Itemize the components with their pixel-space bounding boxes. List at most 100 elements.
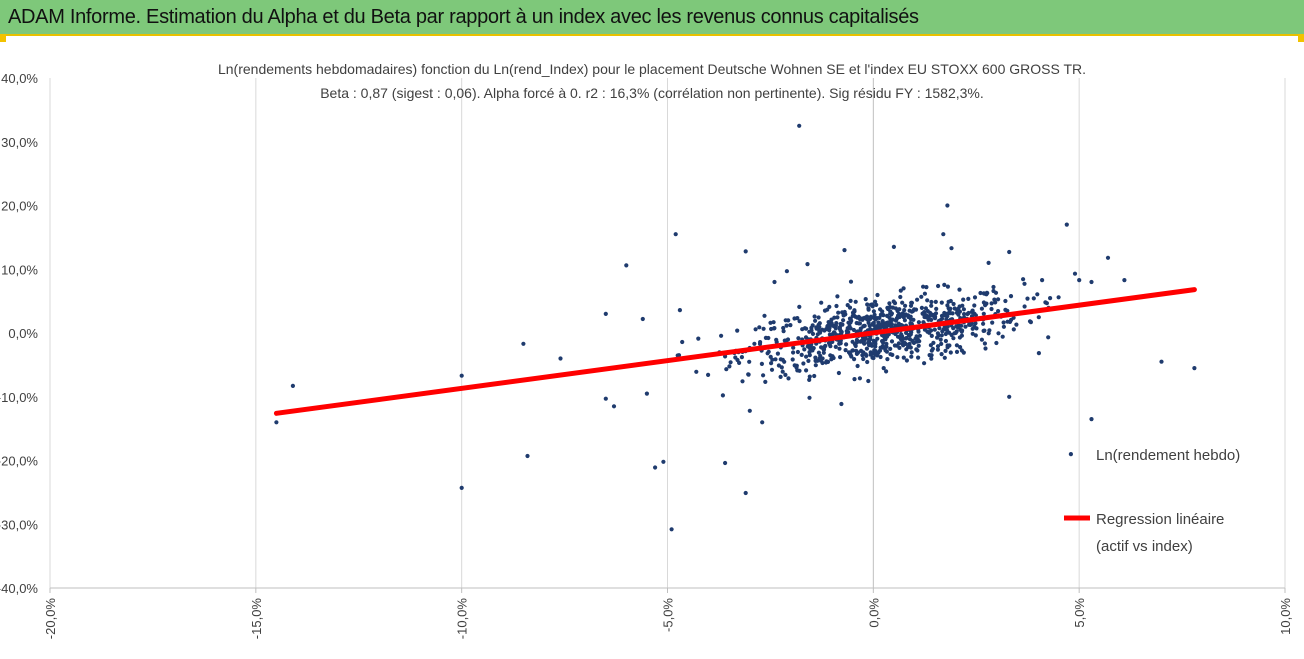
scatter-point — [873, 299, 878, 304]
scatter-point — [786, 318, 791, 323]
scatter-point — [943, 338, 949, 344]
scatter-point — [871, 309, 877, 314]
scatter-point — [603, 311, 608, 316]
x-tick-label: -20,0% — [43, 598, 58, 640]
scatter-point — [938, 337, 943, 342]
scatter-point — [822, 344, 827, 350]
scatter-point — [807, 374, 812, 379]
scatter-point — [867, 343, 872, 348]
scatter-point — [901, 355, 906, 360]
scatter-point — [973, 321, 978, 326]
scatter-point — [806, 358, 811, 363]
scatter-point — [979, 306, 985, 311]
x-tick-labels: -20,0% -15,0% -10,0% -5,0% 0,0% 5,0% 10,0% — [43, 598, 1293, 640]
scatter-point — [1000, 334, 1005, 339]
scatter-point — [816, 322, 821, 327]
scatter-point — [778, 357, 783, 362]
scatter-point — [946, 299, 951, 304]
scatter-point — [769, 367, 775, 372]
scatter-point — [982, 341, 988, 346]
scatter-point — [1022, 304, 1027, 309]
scatter-point — [847, 324, 852, 329]
scatter-point — [929, 333, 934, 338]
scatter-point — [838, 355, 843, 360]
scatter-point — [873, 317, 878, 322]
x-tick-label: 5,0% — [1072, 598, 1087, 628]
gridlines — [49, 78, 1286, 588]
scatter-point — [867, 323, 872, 328]
scatter-point — [935, 347, 941, 352]
scatter-point — [735, 328, 740, 333]
x-tick-label: 10,0% — [1278, 598, 1293, 635]
scatter-point — [1048, 296, 1053, 301]
scatter-point — [895, 355, 900, 360]
scatter-point — [828, 344, 833, 349]
scatter-point — [982, 328, 987, 333]
scatter-point — [973, 313, 979, 318]
scatter-point — [1064, 222, 1069, 227]
y-tick-label: 30,0% — [1, 135, 38, 150]
scatter-point — [878, 345, 883, 350]
scatter-point — [1068, 452, 1073, 457]
y-tick-label: 10,0% — [1, 262, 38, 277]
scatter-point — [903, 303, 908, 308]
scatter-point — [939, 352, 944, 357]
scatter-point — [865, 302, 870, 307]
scatter-point — [766, 349, 771, 354]
scatter-point — [855, 363, 860, 369]
scatter-point — [914, 347, 919, 352]
scatter-point — [951, 326, 956, 331]
scatter-point — [913, 336, 918, 341]
scatter-point — [991, 288, 996, 294]
y-tick-label: 20,0% — [1, 199, 38, 214]
scatter-point — [972, 324, 977, 329]
chart-container: 40,0% 30,0% 20,0% 10,0% 0,0% -10,0% -20,0% -30,… — [0, 36, 1304, 654]
scatter-point — [816, 315, 821, 320]
scatter-point — [757, 325, 762, 330]
scatter-point — [822, 308, 828, 313]
scatter-point — [939, 300, 944, 305]
scatter-point — [926, 317, 931, 322]
legend-label-regression-line2: (actif vs index) — [1096, 538, 1193, 555]
scatter-point — [902, 308, 907, 313]
scatter-point — [884, 341, 889, 346]
scatter-point — [680, 339, 685, 345]
scatter-point — [933, 299, 938, 304]
scatter-point — [962, 312, 967, 317]
regression-line — [273, 287, 1197, 416]
scatter-point — [769, 361, 774, 366]
scatter-point — [719, 333, 724, 338]
scatter-point — [661, 459, 666, 464]
report-banner: ADAM Informe. Estimation du Alpha et du … — [0, 0, 1304, 36]
scatter-point — [981, 321, 986, 326]
scatter-point — [728, 360, 733, 365]
scatter-point — [922, 291, 928, 296]
scatter-point — [919, 305, 925, 310]
scatter-point — [916, 355, 921, 360]
scatter-point — [758, 340, 763, 345]
scatter-point — [813, 358, 818, 363]
scatter-point — [1089, 417, 1094, 422]
scatter-point — [831, 323, 836, 328]
scatter-point — [837, 346, 842, 351]
scatter-point — [844, 329, 849, 334]
scatter-point — [878, 312, 884, 317]
scatter-point — [972, 295, 978, 300]
scatter-point — [929, 303, 934, 308]
scatter-point — [978, 290, 983, 296]
legend-label-scatter: Ln(rendement hebdo) — [1096, 447, 1240, 464]
scatter-point — [772, 326, 777, 331]
scatter-point — [890, 305, 896, 310]
scatter-point — [923, 306, 929, 311]
scatter-point — [768, 320, 773, 325]
scatter-point — [986, 331, 991, 336]
scatter-point — [739, 355, 745, 360]
x-tick-label: 0,0% — [866, 598, 881, 628]
scatter-point — [922, 310, 927, 315]
scatter-point — [917, 333, 923, 338]
scatter-point — [837, 326, 843, 332]
scatter-point — [813, 318, 818, 323]
scatter-point — [740, 379, 745, 384]
scatter-point — [895, 314, 900, 320]
scatter-point — [525, 453, 530, 459]
